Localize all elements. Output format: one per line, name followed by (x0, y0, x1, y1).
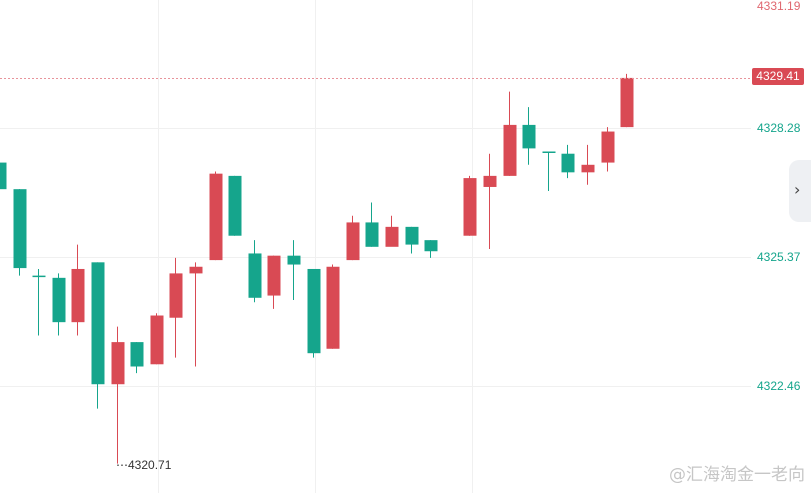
candle (287, 240, 301, 301)
watermark: @汇海淘金一老向 (669, 465, 805, 485)
candle-body (150, 315, 164, 365)
chevron-right-icon: › (794, 180, 801, 199)
candle (307, 268, 321, 358)
candle (189, 262, 203, 367)
candle-body (13, 189, 27, 269)
candle-body (248, 253, 262, 298)
candle (91, 262, 105, 409)
candles (0, 73, 634, 464)
candle-body (228, 175, 242, 236)
candle (620, 73, 634, 128)
candle (483, 153, 497, 250)
candle (130, 342, 144, 374)
candle-body (346, 222, 360, 261)
side-panel-toggle[interactable]: › (789, 160, 811, 222)
candle-body (267, 255, 281, 296)
candle (581, 144, 595, 185)
candle-body (307, 268, 321, 354)
candle (522, 107, 536, 165)
candle-body (209, 173, 223, 261)
candle-body (111, 342, 125, 385)
candle (150, 313, 164, 365)
y-axis: 4331.19 4328.28 4325.37 4322.46 (757, 0, 801, 393)
candle-body (581, 164, 595, 173)
candle-body (424, 240, 438, 252)
candle-body (365, 222, 379, 247)
candle-body (32, 275, 46, 278)
candle-body (326, 266, 340, 349)
y-tick-label: 4325.37 (757, 250, 801, 264)
candle-body (483, 175, 497, 187)
candle-body (522, 124, 536, 149)
candle-body (287, 255, 301, 265)
candle (52, 273, 66, 336)
min-price-annotation: ⋯4320.71 (116, 458, 172, 472)
candle-body (405, 226, 419, 245)
candle-body (52, 277, 66, 323)
candle (71, 244, 85, 336)
candle-body (542, 151, 556, 153)
candle-body (71, 268, 85, 323)
current-price-tag: 4329.41 (752, 68, 804, 85)
candle (424, 240, 438, 258)
candle-body (0, 162, 7, 190)
candle (503, 91, 517, 176)
candle (111, 326, 125, 464)
candle-body (130, 342, 144, 367)
candle (561, 144, 575, 179)
grid-lines (0, 0, 751, 493)
y-tick-label: 4328.28 (757, 121, 801, 135)
candle (267, 255, 281, 309)
candle (463, 175, 477, 236)
candle (32, 268, 46, 336)
candle (365, 202, 379, 247)
candle (169, 257, 183, 358)
candle-body (561, 153, 575, 173)
candle (228, 175, 242, 236)
candle-body (91, 262, 105, 385)
candle (248, 240, 262, 303)
y-tick-label: 4331.19 (757, 0, 801, 13)
candle (346, 215, 360, 261)
candle-body (385, 226, 399, 247)
candle (13, 189, 27, 276)
candle (601, 127, 615, 172)
candle (385, 215, 399, 247)
y-tick-label: 4322.46 (757, 379, 801, 393)
candle-body (601, 131, 615, 163)
candle (542, 151, 556, 191)
candle-body (189, 266, 203, 274)
candle-body (463, 178, 477, 236)
candle-body (620, 77, 634, 128)
candle (209, 171, 223, 261)
candle (326, 264, 340, 349)
candle-body (503, 124, 517, 176)
candle (0, 162, 7, 190)
candle-body (169, 273, 183, 318)
candle (405, 226, 419, 254)
